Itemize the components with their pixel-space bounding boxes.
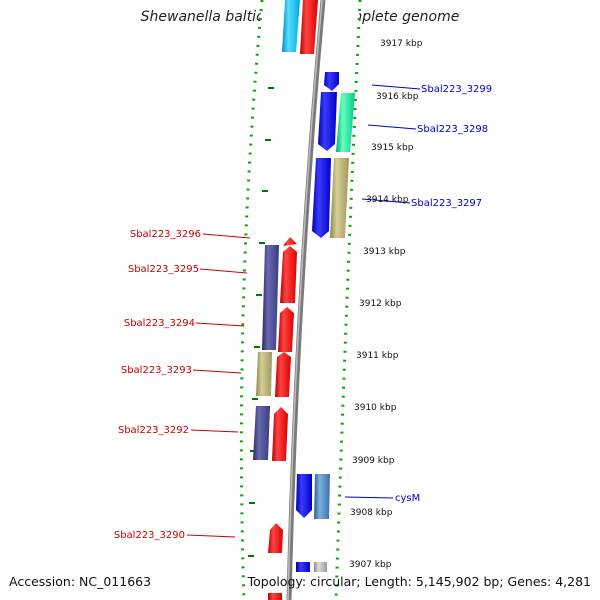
- gene-sbal223-3293-khaki: [256, 352, 272, 396]
- gene-bottom-red: [268, 593, 282, 600]
- gene-label-sbal223-3296[interactable]: Sbal223_3296: [130, 229, 201, 240]
- gene-cysM-steel: [314, 474, 330, 519]
- tick-label: 3917 kbp: [380, 39, 423, 49]
- inner-ruler-marks: [248, 35, 277, 557]
- tick-label: 3911 kbp: [356, 351, 399, 361]
- tick-label: 3914 kbp: [366, 195, 409, 205]
- genome-backbone: [286, 0, 326, 600]
- gene-label-sbal223-3290[interactable]: Sbal223_3290: [114, 530, 185, 541]
- gene-sbal223-3298: [318, 92, 337, 151]
- reverse-gene-labels: Sbal223_3296 Sbal223_3295 Sbal223_3294 S…: [114, 229, 201, 541]
- gene-sbal223-3298-mint: [336, 93, 355, 152]
- gene-top-red: [300, 0, 318, 54]
- tick-label: 3910 kbp: [354, 403, 397, 413]
- gene-bottom-blue: [296, 562, 310, 572]
- gene-pointer-lines: [186, 84, 421, 538]
- tick-label: 3909 kbp: [352, 456, 395, 466]
- gene-top-cyan: [282, 0, 300, 52]
- tick-labels: 3917 kbp 3916 kbp 3915 kbp 3914 kbp 3913…: [349, 39, 423, 570]
- gene-cysM: [296, 474, 312, 518]
- gene-sbal223-3294: [278, 307, 294, 352]
- gene-label-sbal223-3294[interactable]: Sbal223_3294: [124, 318, 195, 329]
- gene-sbal223-3290: [268, 523, 283, 553]
- gene-sbal223-3296: [283, 237, 297, 246]
- tick-label: 3916 kbp: [376, 92, 419, 102]
- gene-sbal223-3293: [275, 352, 291, 397]
- gene-label-sbal223-3299[interactable]: Sbal223_3299: [421, 84, 492, 95]
- reverse-strand-genes: [253, 0, 318, 600]
- accession-text: Accession: NC_011663: [9, 574, 152, 589]
- tick-label: 3913 kbp: [363, 247, 406, 257]
- gene-sbal223-3297-khaki: [330, 158, 349, 238]
- forward-gene-labels: Sbal223_3299 Sbal223_3298 Sbal223_3297 c…: [395, 84, 492, 504]
- forward-strand-genes: [296, 72, 355, 572]
- gene-sbal223-3295: [280, 246, 297, 303]
- gene-sbal223-3292: [272, 407, 288, 461]
- gene-label-sbal223-3292[interactable]: Sbal223_3292: [118, 425, 189, 436]
- gene-label-cysM[interactable]: cysM: [395, 493, 420, 504]
- gene-sbal223-3297: [312, 158, 331, 238]
- tick-label: 3908 kbp: [350, 508, 393, 518]
- gene-label-sbal223-3295[interactable]: Sbal223_3295: [128, 264, 199, 275]
- gene-sbal223-3295-purple: [262, 245, 279, 350]
- tick-label: 3915 kbp: [371, 143, 414, 153]
- gene-sbal223-3292-purple: [253, 406, 270, 460]
- gene-sbal223-3299-small: [324, 72, 339, 91]
- tick-label: 3912 kbp: [359, 299, 402, 309]
- topology-text: Topology: circular; Length: 5,145,902 bp…: [247, 574, 591, 589]
- gene-label-sbal223-3298[interactable]: Sbal223_3298: [417, 124, 488, 135]
- gene-label-sbal223-3297[interactable]: Sbal223_3297: [411, 198, 482, 209]
- tick-label: 3907 kbp: [349, 560, 392, 570]
- gene-bottom-grey: [314, 562, 327, 572]
- gene-label-sbal223-3293[interactable]: Sbal223_3293: [121, 365, 192, 376]
